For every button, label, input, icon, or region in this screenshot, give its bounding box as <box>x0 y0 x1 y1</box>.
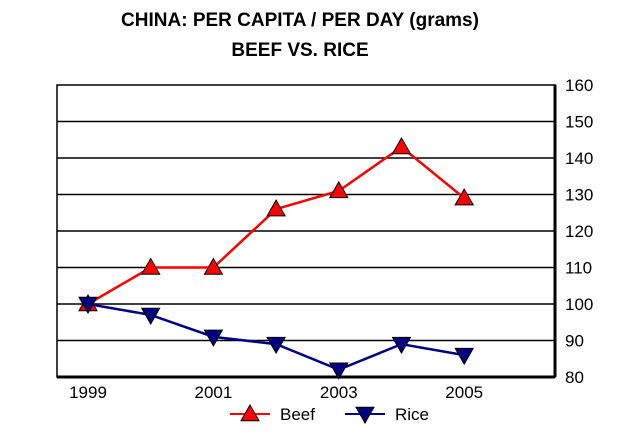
y-tick-label: 150 <box>565 113 593 132</box>
rice-point <box>391 336 412 355</box>
y-tick-label: 110 <box>565 259 592 278</box>
beef-line <box>87 145 465 306</box>
legend-beef-marker <box>240 403 260 422</box>
legend-rice-marker <box>355 406 375 425</box>
x-tick-label: 2005 <box>445 383 483 402</box>
y-tick-label: 80 <box>565 368 584 387</box>
y-tick-label: 120 <box>565 222 593 241</box>
y-tick-label: 140 <box>565 149 593 168</box>
y-tick-label: 90 <box>565 332 584 351</box>
beef-point <box>328 180 349 199</box>
legend-rice-label: Rice <box>395 405 429 424</box>
beef-point <box>203 257 224 275</box>
rice-point <box>140 307 161 325</box>
beef-point <box>454 188 475 206</box>
y-tick-label: 160 <box>565 76 593 95</box>
rice-point <box>454 347 475 366</box>
x-tick-label: 1999 <box>69 383 107 402</box>
x-tick-label: 2001 <box>194 383 232 402</box>
beef-point <box>266 199 286 217</box>
chart-title: CHINA: PER CAPITA / PER DAY (grams) <box>121 10 479 31</box>
y-tick-label: 100 <box>565 295 593 314</box>
x-tick-label: 2003 <box>320 383 358 402</box>
rice-point <box>266 336 286 355</box>
beef-point <box>140 257 161 275</box>
rice-point <box>78 296 98 315</box>
beef-point <box>391 137 412 155</box>
y-tick-label: 130 <box>565 186 593 205</box>
chart-subtitle: BEEF VS. RICE <box>231 40 369 61</box>
legend-beef-label: Beef <box>280 405 315 424</box>
rice-point <box>328 362 349 380</box>
rice-point <box>203 329 224 347</box>
